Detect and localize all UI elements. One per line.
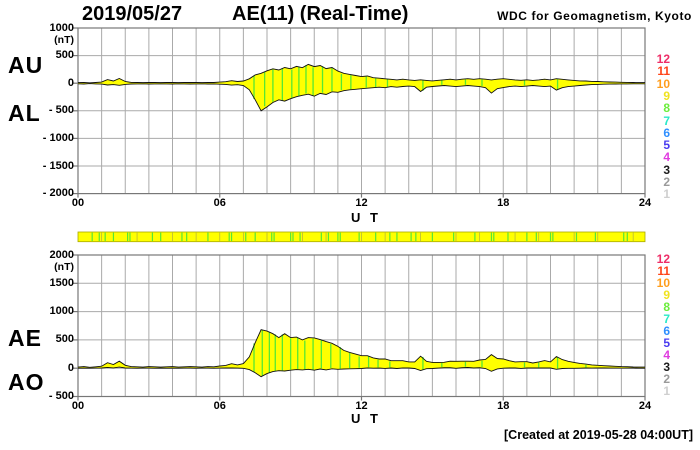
station-number-11: 11 [657,264,670,278]
station-number-12: 12 [656,52,670,66]
plot-date: 2019/05/27 [82,3,183,25]
station-number-5: 5 [663,138,670,153]
y-tick-label: 0 [67,76,74,89]
x-tick-label: 12 [355,399,368,412]
label-ae: AE [8,325,42,351]
station-number-9: 9 [663,88,670,103]
station-number-1: 1 [663,384,670,398]
plot-title: AE(11) (Real-Time) [232,3,409,25]
y-tick-label: - 500 [48,104,74,117]
trace-al [77,83,645,112]
data-band-fill [78,64,645,111]
y-tick-label: - 2000 [42,187,74,200]
data-band-fill [78,329,645,377]
station-number-2: 2 [663,372,670,386]
station-number-8: 8 [663,101,670,116]
station-number-4: 4 [663,150,670,165]
x-tick-label: 06 [213,399,226,412]
trace-ao [77,366,645,378]
y-tick-label: 1000 [49,21,74,34]
x-tick-label: 06 [213,197,226,209]
station-number-11: 11 [657,64,670,79]
y-tick-label: 1500 [49,276,74,289]
station-number-9: 9 [663,288,670,302]
station-number-10: 10 [656,76,670,91]
x-tick-label: 24 [638,197,652,209]
created-at-stamp: [Created at 2019-05-28 04:00UT] [504,428,693,442]
station-number-7: 7 [663,113,670,128]
unit-label: (nT) [54,261,74,273]
y-tick-label: 1000 [49,305,74,318]
wdc-credit: WDC for Geomagnetism, Kyoto [497,9,692,23]
station-number-5: 5 [663,336,670,350]
label-ao: AO [8,369,45,395]
y-tick-label: 2000 [49,248,74,261]
x-tick-label: 24 [638,399,652,412]
x-tick-label: 00 [71,399,85,412]
trace-ae [77,329,645,368]
station-number-7: 7 [663,312,670,326]
x-tick-label: 12 [355,197,368,209]
x-tick-label: 18 [497,399,510,412]
ut-axis-label-top: U T [351,210,381,225]
trace-au [77,63,645,84]
y-tick-label: 0 [67,361,74,374]
station-number-12: 12 [656,252,670,266]
unit-label: (nT) [54,34,74,46]
y-tick-label: 500 [55,333,74,346]
station-number-8: 8 [663,300,670,314]
ut-axis-label-bottom: U T [351,411,381,426]
label-al: AL [8,100,41,126]
y-tick-label: - 1500 [42,159,74,172]
y-tick-label: - 1000 [42,131,74,144]
station-number-6: 6 [663,324,670,338]
y-tick-label: - 500 [48,390,74,402]
y-tick-label: 500 [55,49,74,62]
station-number-3: 3 [663,162,670,177]
label-au: AU [8,52,44,78]
station-number-6: 6 [663,125,670,140]
station-number-3: 3 [663,360,670,374]
x-tick-label: 18 [497,197,510,209]
station-number-1: 1 [663,187,670,202]
station-number-4: 4 [663,348,670,362]
station-number-10: 10 [656,276,670,290]
station-number-2: 2 [663,175,670,189]
x-tick-label: 00 [71,197,85,209]
